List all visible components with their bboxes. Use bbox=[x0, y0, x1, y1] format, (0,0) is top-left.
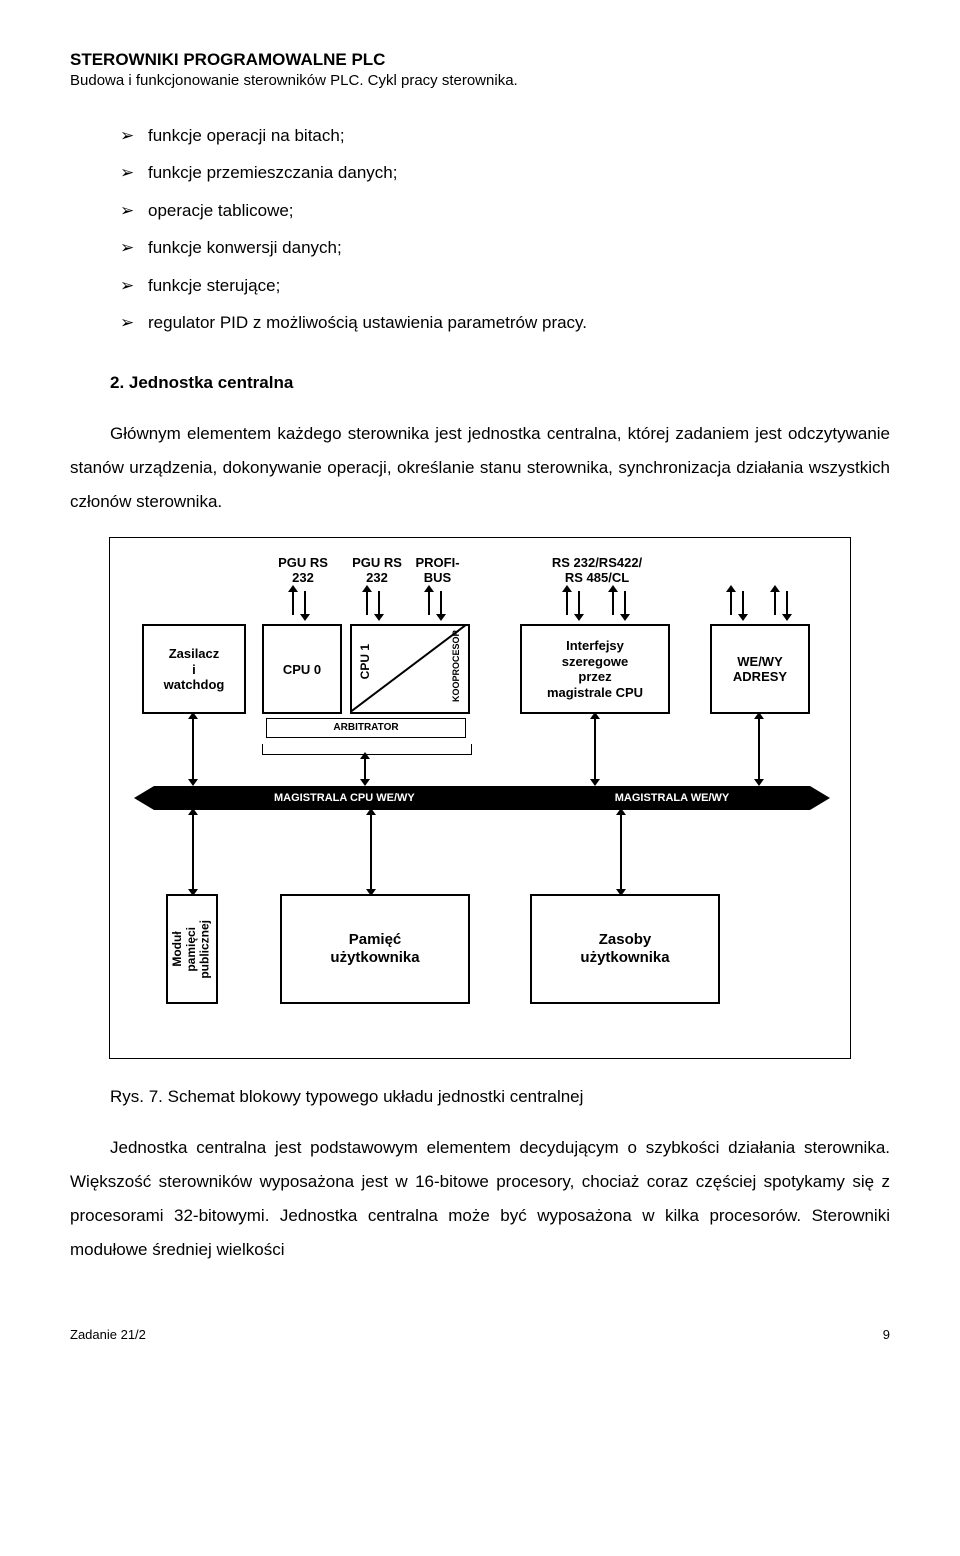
bullet-list: funkcje operacji na bitach; funkcje prze… bbox=[120, 117, 890, 341]
bus-label-right: MAGISTRALA WE/WY bbox=[615, 792, 729, 804]
block-interfejsy: Interfejsy szeregowe przez magistrale CP… bbox=[520, 624, 670, 714]
paragraph-2: Jednostka centralna jest podstawowym ele… bbox=[70, 1131, 890, 1267]
list-item: funkcje przemieszczania danych; bbox=[120, 154, 890, 191]
connector-icon bbox=[620, 814, 622, 890]
connector-icon bbox=[594, 718, 596, 780]
figure-caption: Rys. 7. Schemat blokowy typowego układu … bbox=[110, 1087, 890, 1107]
connector-icon bbox=[364, 758, 366, 780]
bus-bar: MAGISTRALA CPU WE/WY MAGISTRALA WE/WY bbox=[154, 786, 810, 810]
connector-icon bbox=[370, 814, 372, 890]
footer-page-number: 9 bbox=[883, 1327, 890, 1342]
list-item: funkcje operacji na bitach; bbox=[120, 117, 890, 154]
label-pgu-rs232-2: PGU RS 232 bbox=[352, 556, 402, 585]
arrows-icon bbox=[770, 591, 798, 621]
bus-label-left: MAGISTRALA CPU WE/WY bbox=[274, 792, 415, 804]
doc-header-title: STEROWNIKI PROGRAMOWALNE PLC bbox=[70, 50, 890, 70]
block-zasoby-uzytkownika: Zasoby użytkownika bbox=[530, 894, 720, 1004]
arrows-icon bbox=[288, 591, 316, 621]
doc-header-subtitle: Budowa i funkcjonowanie sterowników PLC.… bbox=[70, 72, 890, 89]
page-footer: Zadanie 21/2 9 bbox=[70, 1327, 890, 1342]
connector-icon bbox=[758, 718, 760, 780]
section-heading: 2. Jednostka centralna bbox=[110, 373, 890, 393]
list-item: funkcje sterujące; bbox=[120, 267, 890, 304]
block-pamiec-uzytkownika: Pamięć użytkownika bbox=[280, 894, 470, 1004]
label-modul-pamieci: Moduł pamięci publicznej bbox=[171, 920, 212, 979]
arrows-icon bbox=[562, 591, 590, 621]
connector-icon bbox=[192, 814, 194, 890]
block-arbitrator: ARBITRATOR bbox=[266, 718, 466, 738]
block-diagram: PGU RS 232 PGU RS 232 PROFI- BUS RS 232/… bbox=[109, 537, 851, 1059]
block-cpu0: CPU 0 bbox=[262, 624, 342, 714]
list-item: operacje tablicowe; bbox=[120, 192, 890, 229]
paragraph-1: Głównym elementem każdego sterownika jes… bbox=[70, 417, 890, 519]
label-pgu-rs232-1: PGU RS 232 bbox=[278, 556, 328, 585]
list-item: regulator PID z możliwością ustawienia p… bbox=[120, 304, 890, 341]
list-item: funkcje konwersji danych; bbox=[120, 229, 890, 266]
block-zasilacz-watchdog: Zasilacz i watchdog bbox=[142, 624, 246, 714]
arrows-icon bbox=[726, 591, 754, 621]
connector-icon bbox=[192, 718, 194, 780]
label-profibus: PROFI- BUS bbox=[410, 556, 465, 585]
block-wewy-adresy: WE/WY ADRESY bbox=[710, 624, 810, 714]
label-rs232-422-485: RS 232/RS422/ RS 485/CL bbox=[542, 556, 652, 585]
arrows-icon bbox=[362, 591, 390, 621]
arrows-icon bbox=[424, 591, 452, 621]
block-modul-pamieci: Moduł pamięci publicznej bbox=[166, 894, 218, 1004]
block-cpu1-koop: CPU 1 KOOPROCESOR bbox=[350, 624, 470, 714]
footer-left: Zadanie 21/2 bbox=[70, 1327, 146, 1342]
arrows-icon bbox=[608, 591, 636, 621]
